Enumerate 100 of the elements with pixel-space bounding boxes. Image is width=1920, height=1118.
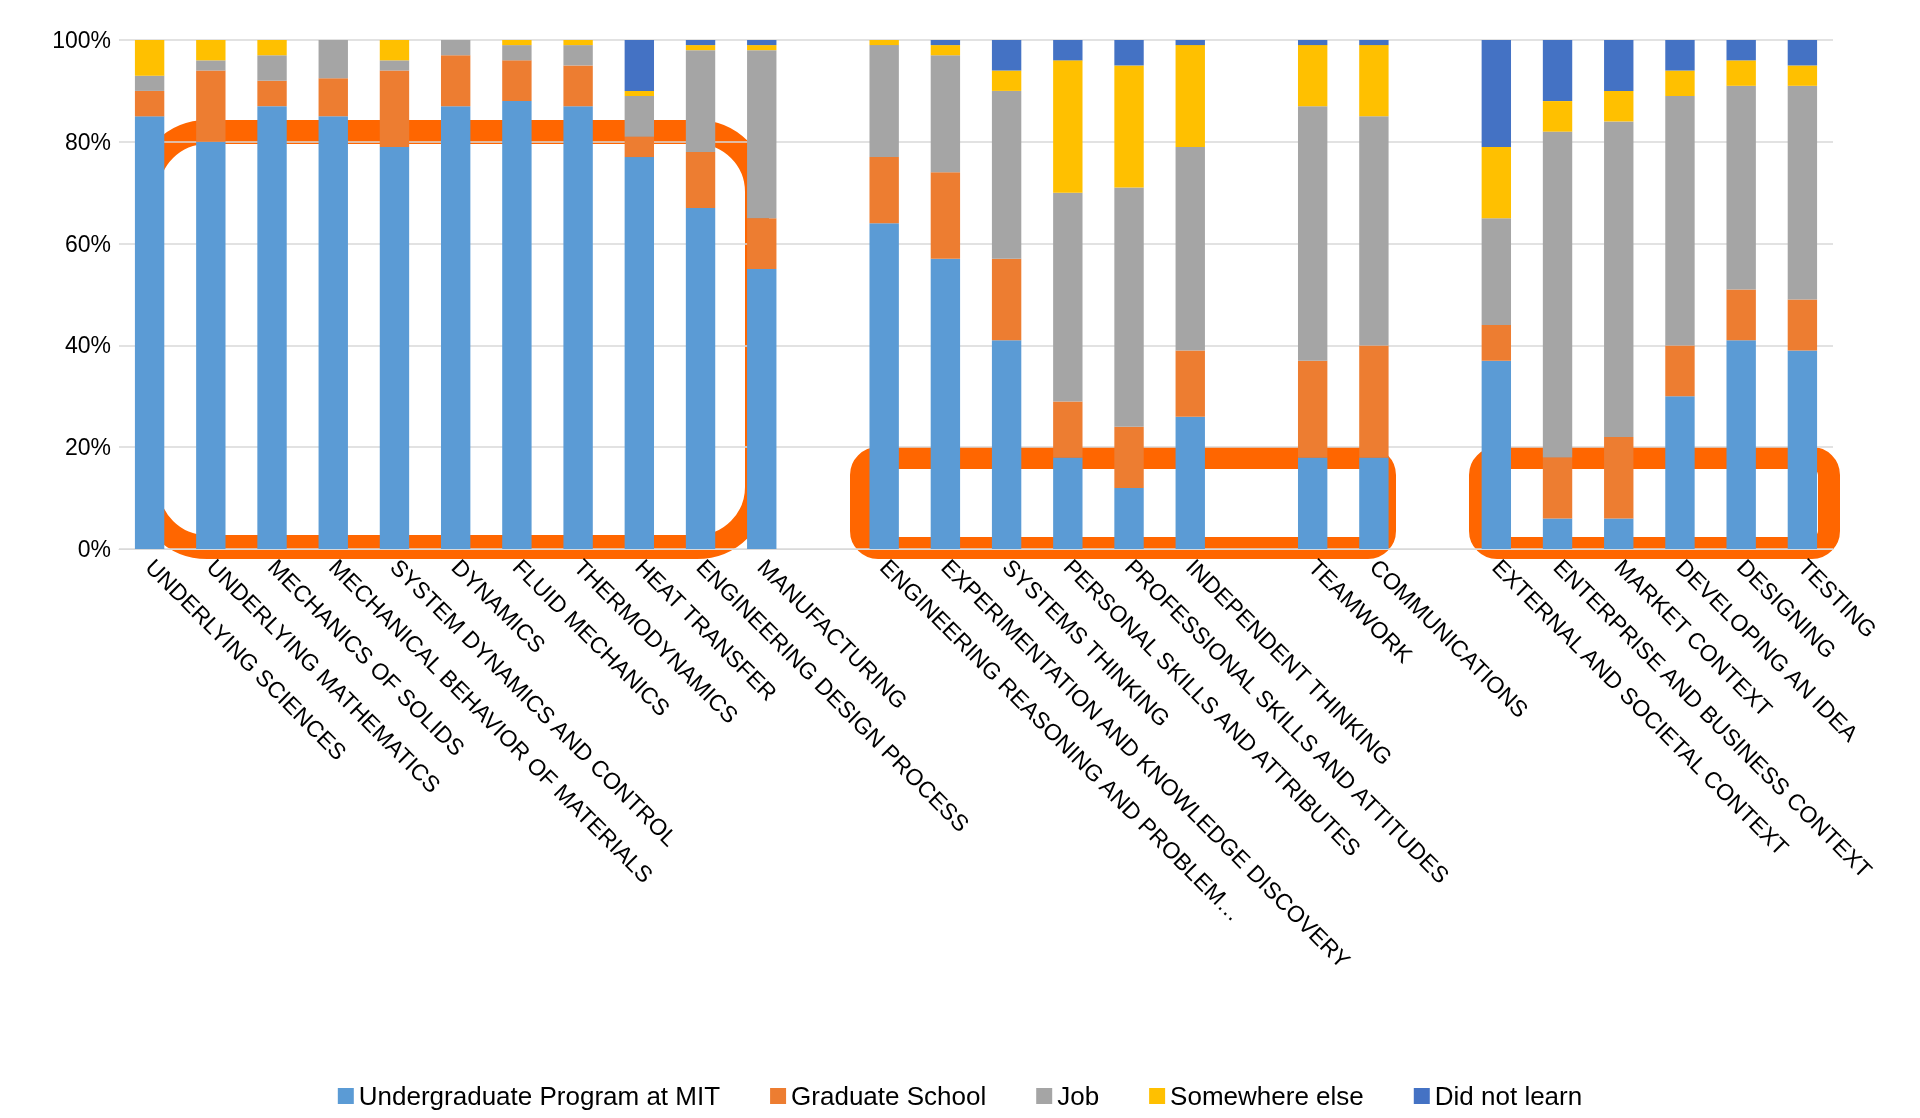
y-tick-label: 0% (77, 536, 111, 562)
bar (685, 151, 716, 208)
bar (747, 45, 777, 51)
bar (440, 106, 471, 549)
bar (502, 60, 532, 102)
bar (1604, 90, 1634, 122)
bar (1604, 518, 1634, 549)
bar (563, 40, 593, 46)
bar (869, 157, 899, 224)
bar (379, 40, 410, 61)
bar (747, 269, 777, 549)
bar (1481, 360, 1512, 549)
bar (1114, 187, 1144, 427)
bar (440, 55, 471, 107)
bar (1053, 60, 1083, 193)
bar (1726, 60, 1756, 86)
y-tick-label: 100% (52, 27, 111, 53)
bar (1481, 218, 1512, 326)
bar (1175, 350, 1205, 417)
bar (502, 101, 532, 549)
bar (1787, 299, 1818, 351)
bar (624, 90, 655, 96)
bar (930, 40, 961, 46)
bar (1604, 40, 1634, 91)
bar (1665, 396, 1695, 549)
bar (1726, 85, 1756, 290)
bar (134, 75, 165, 91)
bar (196, 40, 226, 61)
bar (685, 207, 716, 549)
bar (747, 40, 777, 46)
bar (1542, 518, 1573, 549)
bar (1297, 457, 1328, 549)
legend-label: Job (1057, 1081, 1100, 1111)
bar (624, 157, 655, 549)
bar (196, 70, 226, 142)
bar (930, 55, 961, 173)
bar (624, 136, 655, 158)
bar (196, 60, 226, 71)
bar (1604, 437, 1634, 519)
bar (991, 340, 1022, 549)
bar (1053, 457, 1083, 549)
bar (1665, 70, 1695, 96)
bar (379, 146, 410, 549)
bar (747, 50, 777, 219)
bar (1787, 85, 1818, 300)
bar (134, 116, 165, 549)
bar (318, 78, 348, 117)
legend-label: Graduate School (791, 1081, 987, 1111)
bar (257, 40, 287, 56)
bar (869, 223, 899, 549)
bar (1297, 40, 1328, 46)
bar (685, 40, 716, 46)
bar (685, 50, 716, 152)
bar (134, 90, 165, 117)
bar (1297, 45, 1328, 107)
bar (1481, 325, 1512, 361)
bar (1359, 45, 1389, 117)
y-tick-label: 80% (64, 128, 111, 155)
bar (318, 40, 348, 79)
bar (930, 45, 961, 56)
bar (257, 106, 287, 549)
bar (1053, 40, 1083, 61)
bar (1481, 40, 1512, 147)
bar (196, 141, 226, 549)
bar (1787, 40, 1818, 66)
y-tick-label: 20% (64, 434, 111, 461)
bar (930, 258, 961, 549)
bar (1787, 65, 1818, 86)
bar (1175, 45, 1205, 147)
bar (563, 45, 593, 66)
bar (563, 106, 593, 549)
bar (991, 258, 1022, 341)
bar (869, 45, 899, 158)
bar (1542, 101, 1573, 132)
legend-label: Did not learn (1434, 1081, 1583, 1111)
bar (1359, 116, 1389, 346)
bar (1297, 360, 1328, 458)
bar (1542, 131, 1573, 458)
legend-label: Undergraduate Program at MIT (358, 1081, 721, 1111)
bar (1297, 106, 1328, 361)
bar (1665, 40, 1695, 71)
bar (685, 45, 716, 51)
y-tick-label: 40% (64, 332, 111, 359)
bar (257, 55, 287, 81)
bar (1481, 146, 1512, 219)
legend-label: Somewhere else (1170, 1081, 1364, 1111)
bar (379, 70, 410, 147)
bar (1726, 340, 1756, 549)
bar (1787, 350, 1818, 549)
bar (1175, 146, 1205, 351)
bar (624, 95, 655, 137)
bar (747, 218, 777, 270)
bar (1114, 487, 1144, 549)
bar (1359, 40, 1389, 46)
bar (1053, 401, 1083, 458)
bar (991, 70, 1022, 91)
bar (1726, 40, 1756, 61)
bar (1175, 416, 1205, 549)
bar (440, 40, 471, 56)
bar (991, 90, 1022, 259)
